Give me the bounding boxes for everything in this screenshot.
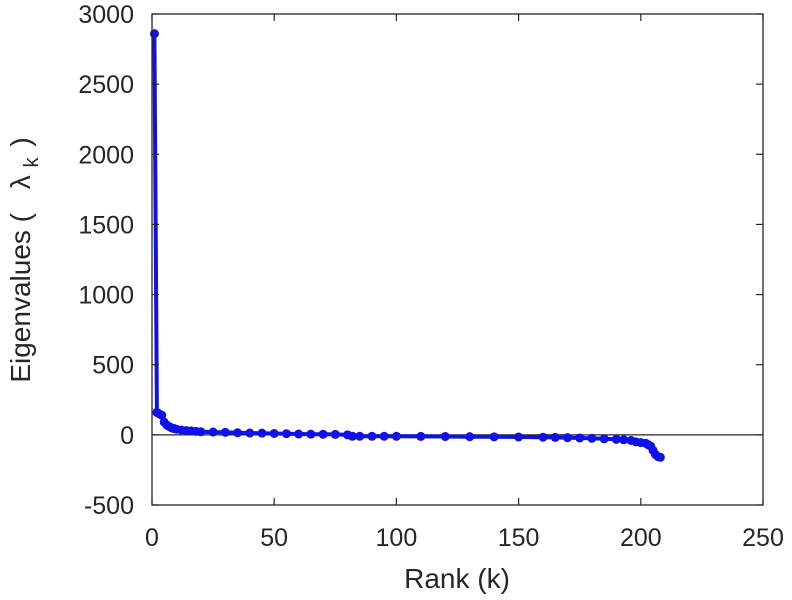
y-tick-label: 0 <box>120 422 134 450</box>
y-axis-label: Eigenvalues ( λ k ) <box>5 137 44 382</box>
data-point <box>196 427 206 437</box>
data-point <box>306 429 316 439</box>
y-tick-label: 1500 <box>78 211 134 239</box>
data-point <box>489 432 499 442</box>
x-tick-label: 0 <box>145 524 159 552</box>
data-point <box>611 434 621 444</box>
data-point <box>257 428 267 438</box>
y-tick-label: 3000 <box>78 1 134 29</box>
data-point <box>550 432 560 442</box>
data-point <box>379 431 389 441</box>
data-point <box>355 431 365 441</box>
data-point <box>575 433 585 443</box>
series-line <box>152 31 663 460</box>
data-point <box>465 432 475 442</box>
data-point <box>281 429 291 439</box>
data-point <box>367 431 377 441</box>
x-tick-label: 100 <box>376 524 418 552</box>
y-axis-label-suffix: ) <box>5 137 36 146</box>
data-point <box>347 431 357 441</box>
data-point <box>245 428 255 438</box>
x-tick-label: 250 <box>742 524 784 552</box>
data-point <box>157 410 167 420</box>
y-axis-label-symbol: λ <box>5 175 36 189</box>
y-tick-label: -500 <box>84 492 134 520</box>
y-tick-label: 2000 <box>78 141 134 169</box>
y-tick-label: 2500 <box>78 71 134 99</box>
data-point <box>294 429 304 439</box>
data-point <box>440 432 450 442</box>
x-tick-label: 150 <box>498 524 540 552</box>
data-point <box>149 29 159 39</box>
data-point <box>619 435 629 445</box>
data-point <box>562 433 572 443</box>
x-axis-label: Rank (k) <box>404 563 510 594</box>
data-point <box>587 433 597 443</box>
y-tick-label: 1000 <box>78 282 134 310</box>
plot-frame <box>151 13 764 506</box>
x-tick-label: 50 <box>260 524 288 552</box>
y-tick-label: 500 <box>92 352 134 380</box>
data-point <box>208 427 218 437</box>
data-point <box>655 452 665 462</box>
y-axis-label-subscript: k <box>21 156 43 167</box>
y-axis-label-prefix: Eigenvalues ( <box>5 212 36 382</box>
data-point <box>330 429 340 439</box>
data-point <box>599 434 609 444</box>
data-point <box>391 431 401 441</box>
data-point <box>269 428 279 438</box>
data-point <box>318 429 328 439</box>
data-point <box>514 432 524 442</box>
data-point <box>416 431 426 441</box>
x-tick-label: 200 <box>620 524 662 552</box>
data-point <box>233 428 243 438</box>
data-point <box>538 432 548 442</box>
data-point <box>220 427 230 437</box>
